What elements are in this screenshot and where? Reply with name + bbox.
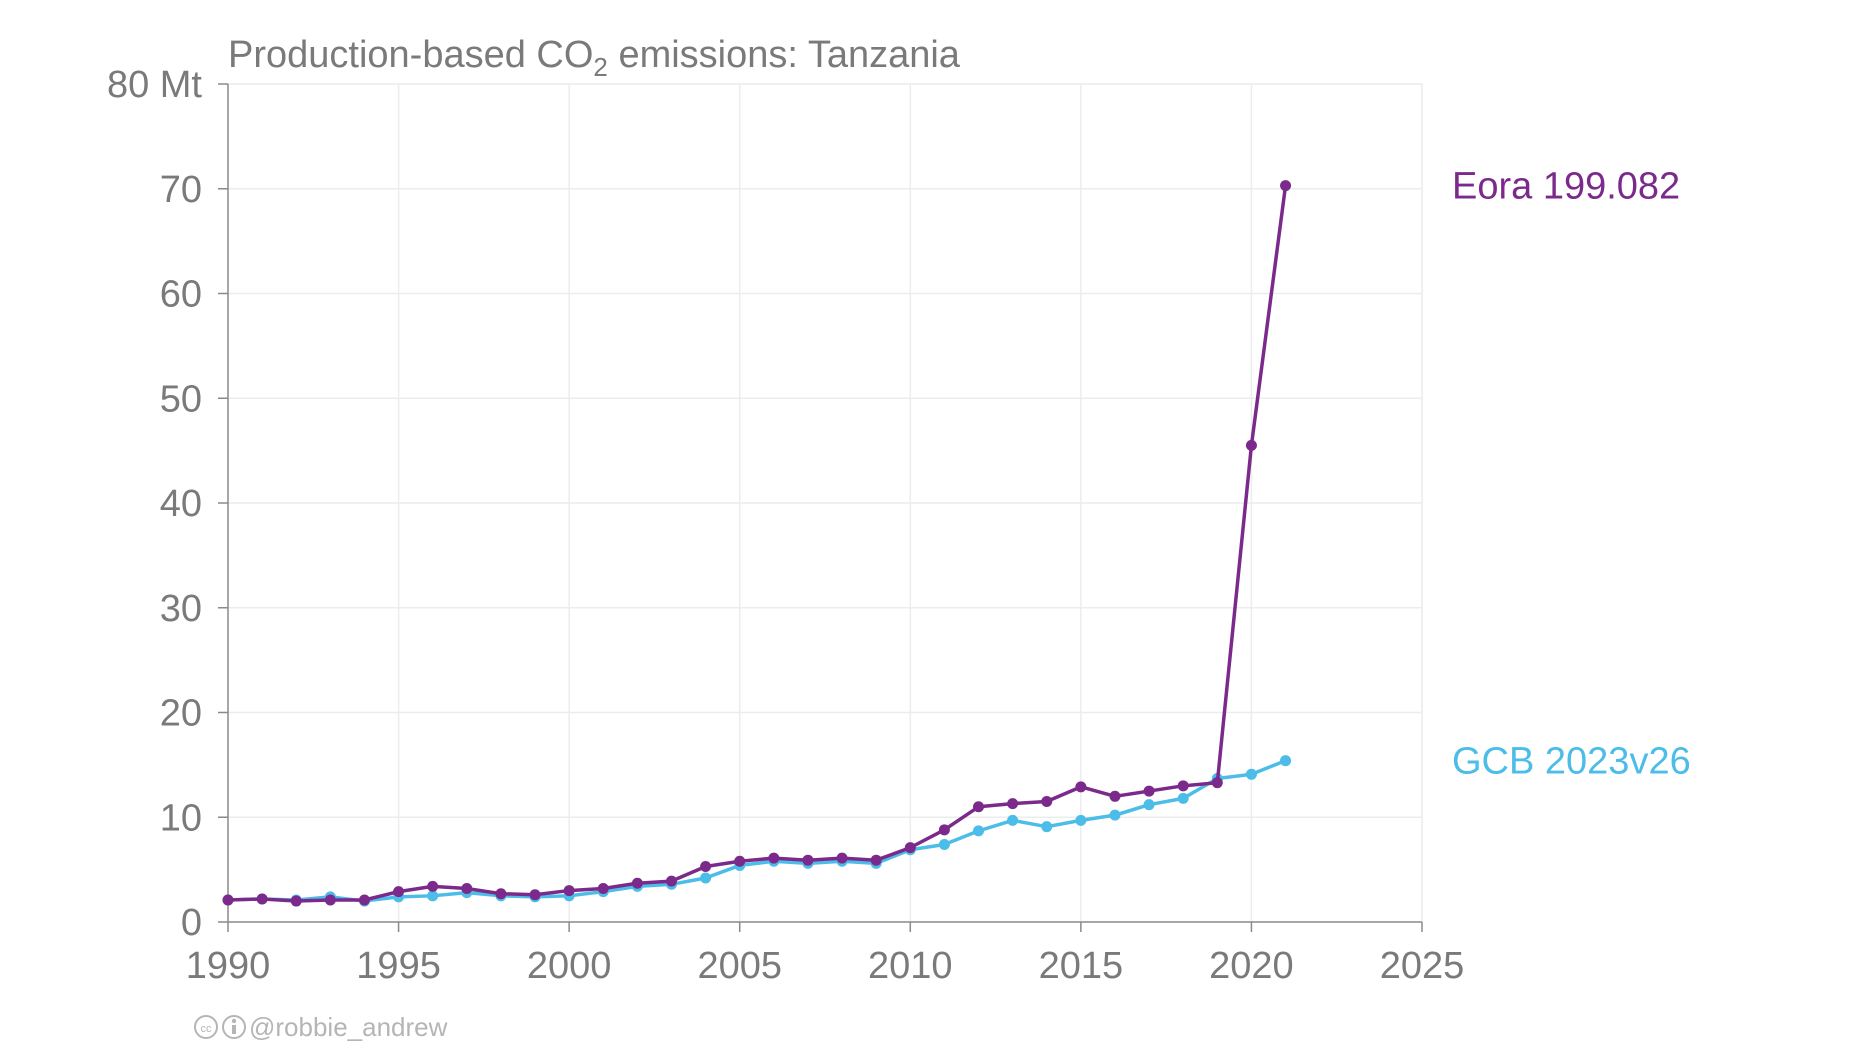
y-tick-label: 30 (160, 588, 202, 630)
eora-series-label: Eora 199.082 (1452, 166, 1680, 208)
gcb-data-point (427, 890, 439, 902)
gcb-data-point (1007, 814, 1019, 826)
eora-data-point (290, 895, 302, 907)
eora-series-line (226, 183, 1288, 903)
eora-data-point (461, 882, 473, 894)
chart-title-suffix: emissions: Tanzania (608, 34, 961, 76)
svg-text:cc: cc (201, 1023, 213, 1035)
x-tick-label: 1995 (356, 945, 441, 987)
cc-license-icon: cc (194, 1015, 218, 1039)
eora-data-point (1245, 439, 1257, 451)
x-tick-label: 2020 (1209, 945, 1294, 987)
eora-data-point (1041, 796, 1053, 808)
gcb-data-point (1143, 799, 1155, 811)
gcb-data-point (1041, 821, 1053, 833)
eora-data-point (427, 880, 439, 892)
y-tick-label: 50 (160, 378, 202, 420)
x-tick-label: 2025 (1380, 945, 1465, 987)
eora-data-point (938, 824, 950, 836)
gcb-data-point (1075, 814, 1087, 826)
chart-title-subscript: 2 (593, 52, 607, 82)
chart-title: Production-based CO2 emissions: Tanzania (228, 34, 961, 82)
attribution-icon (222, 1015, 246, 1039)
eora-data-point (256, 893, 268, 905)
y-tick-label: 70 (160, 169, 202, 211)
eora-data-point (768, 852, 780, 864)
y-tick-label: 10 (160, 797, 202, 839)
eora-data-point (631, 877, 643, 889)
series-layer (222, 180, 1292, 907)
gcb-data-point (1177, 792, 1189, 804)
x-tick-label: 2000 (527, 945, 612, 987)
y-tick-label: 60 (160, 274, 202, 316)
x-tick-label: 2010 (868, 945, 953, 987)
eora-data-point (1075, 781, 1087, 793)
gcb-series-label: GCB 2023v26 (1452, 741, 1691, 783)
eora-data-point (1177, 780, 1189, 792)
eora-data-point (495, 888, 507, 900)
gcb-data-point (1280, 755, 1292, 767)
eora-data-point (324, 894, 336, 906)
gcb-data-point (1245, 768, 1257, 780)
x-tick-label: 2015 (1039, 945, 1124, 987)
eora-data-point (393, 886, 405, 898)
eora-data-point (836, 852, 848, 864)
gcb-series-line (226, 758, 1288, 903)
eora-data-point (802, 854, 814, 866)
eora-data-point (734, 855, 746, 867)
eora-data-point (597, 882, 609, 894)
x-tick-label: 2005 (697, 945, 782, 987)
eora-data-point (222, 894, 234, 906)
eora-data-point (1143, 785, 1155, 797)
gcb-data-point (700, 872, 712, 884)
eora-data-point (665, 875, 677, 887)
y-tick-label: 80 Mt (107, 64, 202, 106)
eora-data-point (1109, 790, 1121, 802)
eora-data-point (1211, 777, 1223, 789)
grid-layer (228, 83, 1423, 922)
y-tick-label: 0 (181, 902, 202, 944)
chart-title-prefix: Production-based CO (228, 34, 593, 76)
gcb-data-point (973, 825, 985, 837)
y-tick-label: 20 (160, 693, 202, 735)
eora-data-point (870, 854, 882, 866)
eora-data-point (1007, 798, 1019, 810)
y-tick-label: 40 (160, 483, 202, 525)
eora-data-point (700, 860, 712, 872)
x-tick-label: 1990 (186, 945, 271, 987)
eora-data-point (1280, 180, 1292, 192)
eora-data-point (563, 885, 575, 897)
label-layer: Eora 199.082 GCB 2023v26 (1452, 166, 1691, 783)
credit-text: @robbie_andrew (249, 1012, 448, 1042)
gcb-data-point (1109, 809, 1121, 821)
eora-data-point (973, 801, 985, 813)
eora-data-point (529, 889, 541, 901)
eora-data-point (358, 894, 370, 906)
gcb-data-point (938, 838, 950, 850)
credit: cc @robbie_andrew (194, 1012, 448, 1042)
eora-data-point (904, 842, 916, 854)
axis-layer: 0 10 20 30 40 50 60 70 80 Mt 1990 1995 2000 2005 2010… (107, 64, 1464, 987)
